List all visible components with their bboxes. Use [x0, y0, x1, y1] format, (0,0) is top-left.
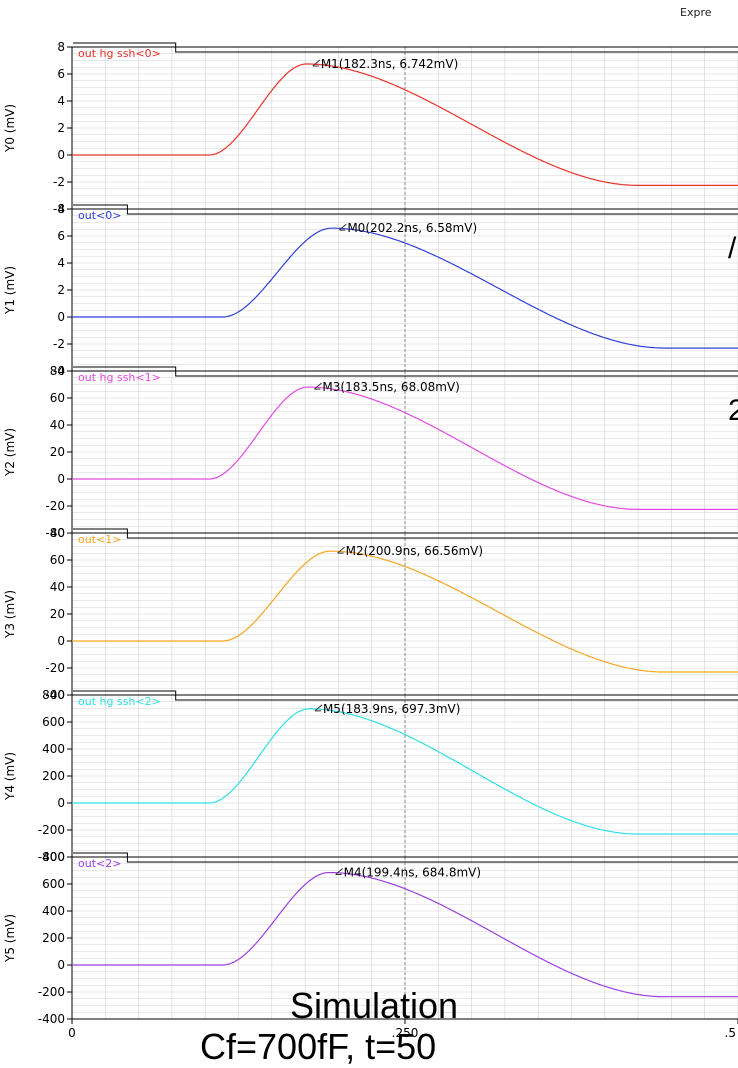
y-tick-label: -200	[38, 823, 65, 837]
marker-glyph	[312, 59, 321, 67]
overlay-subtitle: Cf=700fF, t=50	[200, 1026, 437, 1067]
series-line	[72, 63, 738, 186]
panel-5: 800 600 400 200 0 -200 -400 Y5 (mV) out<2> M4(199…	[3, 850, 738, 1026]
legend-tab-label: out hg ssh<0>	[78, 47, 161, 60]
marker-glyph	[339, 223, 347, 231]
y-tick-label: 6	[57, 229, 65, 243]
marker-glyph	[314, 382, 322, 390]
legend-tab-frame	[73, 42, 738, 53]
panel-4: 800 600 400 200 0 -200 -400 Y4 (mV) out hg ssh<2…	[3, 688, 738, 864]
panel-2: 80 60 40 20 0 -20 -40 Y2 (mV) out hg ssh<1> M3(18…	[3, 364, 738, 540]
panel-0: 8 6 4 2 0 -2 -4 Y0 (mV) out hg ssh<0> M1(182.3ns,…	[3, 40, 738, 216]
y-tick-label: 80	[50, 364, 65, 378]
y-tick-label: 0	[57, 634, 65, 648]
overlay-title: Simulation	[290, 985, 459, 1026]
y-axis-label: Y5 (mV)	[3, 914, 17, 963]
series-line	[72, 227, 738, 349]
legend-tab-label: out<2>	[78, 857, 121, 870]
x-tick-label: .250	[392, 1026, 419, 1040]
y-tick-label: 20	[50, 607, 65, 621]
edge-glyph-a: /	[728, 232, 737, 265]
legend-tab-label: out<0>	[78, 209, 121, 222]
legend-tab-label: out hg ssh<2>	[78, 695, 161, 708]
y-tick-label: 40	[50, 580, 65, 594]
series-line	[72, 871, 738, 998]
y-axis-label: Y2 (mV)	[3, 428, 17, 477]
y-tick-label: 200	[42, 931, 65, 945]
y-tick-label: 0	[57, 310, 65, 324]
y-tick-label: 20	[50, 445, 65, 459]
corner-label: Expre	[680, 6, 712, 19]
y-tick-label: 4	[57, 256, 65, 270]
legend-tab-frame	[73, 366, 738, 377]
y-tick-label: 8	[57, 40, 65, 54]
y-tick-label: -400	[38, 850, 65, 864]
marker-glyph	[337, 546, 345, 554]
y-tick-label: 800	[42, 850, 65, 864]
y-tick-label: -40	[45, 688, 65, 702]
marker-label: M0(202.2ns, 6.58mV)	[347, 221, 477, 235]
y-tick-label: 80	[50, 526, 65, 540]
panel-3: 80 60 40 20 0 -20 -40 Y3 (mV) out<1> M2(200.9ns, …	[3, 526, 738, 702]
legend-tab-label: out hg ssh<1>	[78, 371, 161, 384]
legend-tab-frame	[73, 690, 738, 701]
y-tick-label: 0	[57, 796, 65, 810]
y-axis-label: Y1 (mV)	[3, 266, 17, 315]
y-tick-label: 4	[57, 94, 65, 108]
legend-tab-label: out<1>	[78, 533, 121, 546]
legend-tab-frame	[73, 528, 738, 539]
y-tick-label: 60	[50, 553, 65, 567]
marker-glyph	[314, 704, 323, 712]
y-tick-label: -4	[53, 202, 65, 216]
marker-label: M1(182.3ns, 6.742mV)	[321, 57, 458, 71]
panel-1: 8 6 4 2 0 -2 -4 Y1 (mV) out<0> M0(202.2ns, 6.58mV…	[3, 202, 738, 378]
marker-label: M4(199.4ns, 684.8mV)	[344, 866, 481, 880]
y-tick-label: -2	[53, 337, 65, 351]
y-tick-label: -4	[53, 364, 65, 378]
x-tick-label: .5	[725, 1026, 736, 1040]
y-tick-label: 200	[42, 769, 65, 783]
y-axis-label: Y4 (mV)	[3, 752, 17, 801]
y-tick-label: -20	[45, 661, 65, 675]
marker-label: M3(183.5ns, 68.08mV)	[322, 380, 459, 394]
y-tick-label: 2	[57, 283, 65, 297]
y-tick-label: -20	[45, 499, 65, 513]
y-tick-label: 0	[57, 958, 65, 972]
y-tick-label: -40	[45, 526, 65, 540]
y-tick-label: 0	[57, 148, 65, 162]
series-line	[72, 386, 738, 510]
y-tick-label: 600	[42, 715, 65, 729]
y-tick-label: 0	[57, 472, 65, 486]
y-tick-label: 600	[42, 877, 65, 891]
legend-tab-frame	[73, 852, 738, 863]
series-line	[72, 550, 738, 673]
y-tick-label: 800	[42, 688, 65, 702]
y-tick-label: 2	[57, 121, 65, 135]
marker-label: M5(183.9ns, 697.3mV)	[323, 702, 460, 716]
marker-label: M2(200.9ns, 66.56mV)	[346, 544, 483, 558]
y-tick-label: 8	[57, 202, 65, 216]
y-tick-label: 60	[50, 391, 65, 405]
y-tick-label: -200	[38, 985, 65, 999]
y-tick-label: 400	[42, 742, 65, 756]
y-axis-label: Y0 (mV)	[3, 104, 17, 153]
y-tick-label: -400	[38, 1012, 65, 1026]
y-tick-label: 40	[50, 418, 65, 432]
edge-glyph-b: 2	[728, 394, 738, 427]
y-tick-label: 400	[42, 904, 65, 918]
x-tick-label: 0	[68, 1026, 76, 1040]
marker-glyph	[335, 868, 343, 876]
y-axis-label: Y3 (mV)	[3, 590, 17, 639]
y-tick-label: -2	[53, 175, 65, 189]
series-line	[72, 708, 738, 835]
y-tick-label: 6	[57, 67, 65, 81]
legend-tab-frame	[73, 204, 738, 215]
